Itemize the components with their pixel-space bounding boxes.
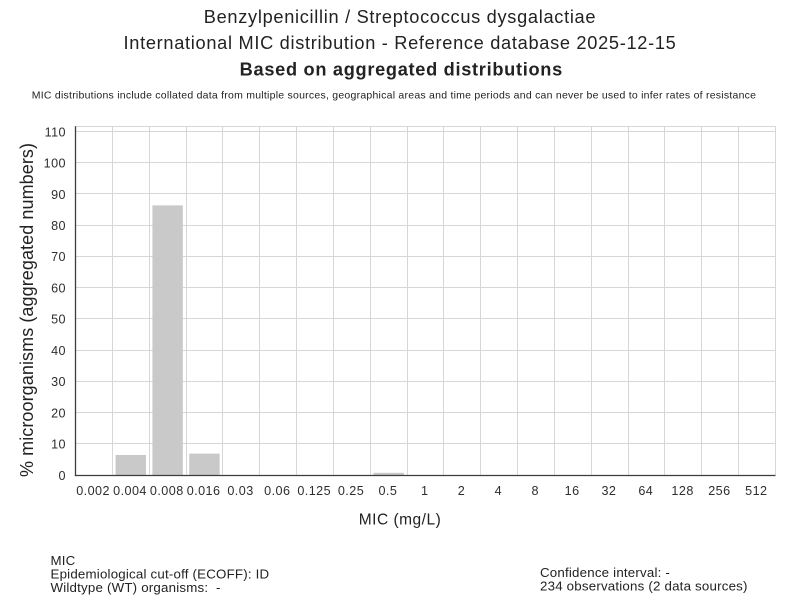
svg-text:0.008: 0.008 [150,484,184,498]
svg-text:International MIC distribution: International MIC distribution - Referen… [124,33,677,53]
svg-text:234 observations (2 data sourc: 234 observations (2 data sources) [540,578,748,593]
svg-text:0.004: 0.004 [113,484,147,498]
svg-text:50: 50 [51,313,66,327]
svg-text:128: 128 [671,484,693,498]
svg-text:% microorganisms (aggregated n: % microorganisms (aggregated numbers) [17,143,37,477]
svg-text:MIC distributions include coll: MIC distributions include collated data … [32,89,756,101]
svg-text:4: 4 [495,484,502,498]
svg-text:80: 80 [51,219,66,233]
svg-text:1: 1 [421,484,428,498]
svg-text:Wildtype (WT) organisms: -: Wildtype (WT) organisms: - [51,580,221,595]
svg-text:0: 0 [59,469,66,483]
svg-text:0.002: 0.002 [76,484,110,498]
svg-text:30: 30 [51,375,66,389]
svg-text:70: 70 [51,250,66,264]
svg-text:60: 60 [51,282,66,296]
svg-text:256: 256 [708,484,730,498]
svg-text:Confidence interval: -: Confidence interval: - [540,565,670,580]
svg-text:90: 90 [51,188,66,202]
svg-text:0.125: 0.125 [297,484,331,498]
svg-text:0.25: 0.25 [338,484,364,498]
svg-text:0.03: 0.03 [227,484,253,498]
svg-text:40: 40 [51,344,66,358]
svg-text:100: 100 [44,157,66,171]
svg-text:Epidemiological cut-off (ECOFF: Epidemiological cut-off (ECOFF): ID [51,566,270,581]
svg-text:110: 110 [45,125,66,139]
svg-text:0.5: 0.5 [378,484,397,498]
svg-text:0.06: 0.06 [264,484,290,498]
svg-text:512: 512 [745,484,767,498]
svg-text:32: 32 [601,484,616,498]
svg-text:2: 2 [458,484,465,498]
svg-text:64: 64 [638,484,653,498]
svg-text:20: 20 [51,406,66,420]
svg-text:16: 16 [565,484,580,498]
svg-text:MIC (mg/L): MIC (mg/L) [359,512,442,529]
svg-text:MIC: MIC [51,553,76,568]
svg-text:10: 10 [51,438,66,452]
svg-text:Based on aggregated distributi: Based on aggregated distributions [240,60,563,80]
svg-text:8: 8 [531,484,538,498]
svg-text:Benzylpenicillin / Streptococc: Benzylpenicillin / Streptococcus dysgala… [204,7,596,27]
svg-text:0.016: 0.016 [187,484,221,498]
